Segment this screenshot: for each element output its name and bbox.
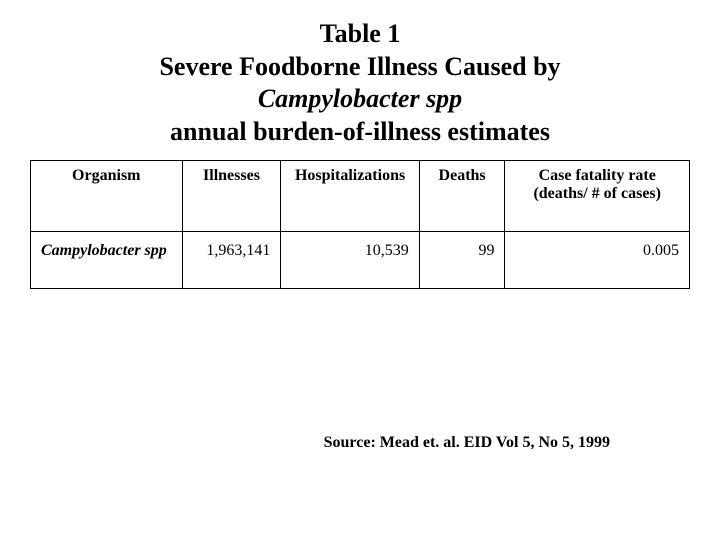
cell-illnesses: 1,963,141: [182, 232, 281, 289]
title-line-3: Campylobacter spp: [30, 83, 690, 116]
table-row: Campylobacter spp 1,963,141 10,539 99 0.…: [31, 232, 690, 289]
col-header-cfr: Case fatality rate (deaths/ # of cases): [505, 161, 690, 232]
cell-cfr: 0.005: [505, 232, 690, 289]
title-line-1: Table 1: [30, 18, 690, 51]
table-header-row: Organism Illnesses Hospitalizations Deat…: [31, 161, 690, 232]
data-table: Organism Illnesses Hospitalizations Deat…: [30, 160, 690, 289]
title-line-2: Severe Foodborne Illness Caused by: [30, 51, 690, 84]
cell-organism: Campylobacter spp: [31, 232, 183, 289]
cell-deaths: 99: [419, 232, 505, 289]
source-citation: Source: Mead et. al. EID Vol 5, No 5, 19…: [324, 434, 610, 452]
col-header-illnesses: Illnesses: [182, 161, 281, 232]
col-header-hospitalizations: Hospitalizations: [281, 161, 419, 232]
cell-hospitalizations: 10,539: [281, 232, 419, 289]
title-block: Table 1 Severe Foodborne Illness Caused …: [30, 18, 690, 148]
title-line-4: annual burden-of-illness estimates: [30, 116, 690, 149]
col-header-organism: Organism: [31, 161, 183, 232]
col-header-deaths: Deaths: [419, 161, 505, 232]
